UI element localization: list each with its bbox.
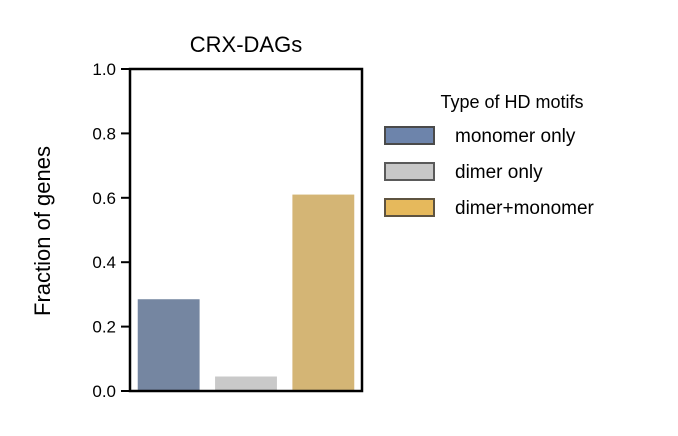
bar-dimer-monomer — [292, 194, 355, 391]
plot-frame — [128, 67, 364, 393]
legend-title: Type of HD motifs — [440, 92, 583, 112]
legend-swatch — [384, 198, 435, 217]
legend-swatch — [384, 126, 435, 145]
y-axis-label: Fraction of genes — [30, 146, 55, 316]
legend: Type of HD motifs monomer only dimer only… — [384, 92, 595, 219]
bar-dimer-only — [215, 376, 277, 391]
y-tick-label: 0.2 — [92, 318, 116, 337]
chart-title: CRX-DAGs — [190, 32, 302, 57]
legend-label: dimer only — [455, 162, 543, 183]
y-tick-label: 0.4 — [92, 253, 116, 272]
bars — [137, 194, 355, 391]
bar-monomer-only — [137, 299, 200, 391]
y-tick-label: 1.0 — [92, 60, 116, 79]
legend-label: monomer only — [455, 126, 576, 147]
y-tick-label: 0.8 — [92, 124, 116, 143]
y-tick-label: 0.0 — [92, 382, 116, 401]
y-tick-label: 0.6 — [92, 189, 116, 208]
y-axis-ticks: 0.0 0.2 0.4 0.6 0.8 1.0 — [92, 60, 130, 401]
legend-label: dimer+monomer — [455, 198, 595, 219]
legend-swatch — [384, 162, 435, 181]
